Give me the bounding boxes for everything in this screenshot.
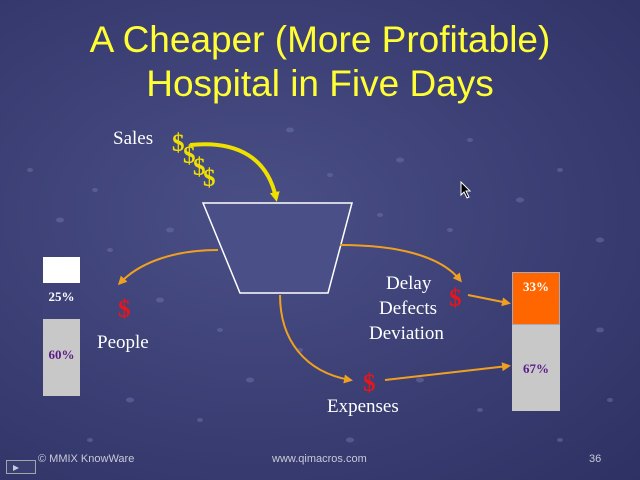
sales-arrow — [189, 142, 280, 202]
defects-label: Defects — [379, 298, 438, 319]
gold-dollar-4: $ — [203, 165, 216, 192]
right-bar-bottom-pct: 67% — [523, 361, 549, 376]
gold-dollar-2: $ — [183, 142, 196, 169]
footer-page-number: 36 — [589, 453, 602, 465]
left-bar-white-segment — [43, 257, 80, 283]
right-bar-top-pct: 33% — [523, 279, 549, 294]
mouse-cursor-icon — [460, 181, 472, 199]
people-label: People — [97, 332, 149, 353]
sales-label: Sales — [113, 128, 154, 149]
footer-copyright: © MMIX KnowWare — [38, 453, 135, 465]
footer-website: www.qimacros.com — [272, 453, 367, 465]
slideshow-menu-icon — [13, 465, 19, 471]
slideshow-control-button[interactable] — [6, 460, 36, 474]
delay-label: Delay — [386, 273, 432, 294]
expenses-label: Expenses — [327, 396, 399, 417]
delay-to-bar-arrow — [467, 294, 511, 307]
right-bar-orange-segment: 33% — [512, 272, 560, 325]
left-bar-grey-segment: 60% — [43, 319, 80, 396]
people-dollar-icon: $ — [118, 296, 131, 323]
expenses-arrow — [279, 294, 353, 384]
funnel-shape — [201, 202, 353, 294]
right-bar-grey-segment: 67% — [512, 325, 560, 411]
title-line-2: Hospital in Five Days — [146, 63, 494, 104]
slide-title: A Cheaper (More Profitable) Hospital in … — [0, 18, 640, 106]
right-stacked-bar: 33% 67% — [512, 272, 560, 411]
left-bar-bottom-pct: 60% — [48, 347, 75, 362]
delay-dollar-icon: $ — [449, 285, 462, 312]
delay-arrow — [339, 244, 462, 283]
expenses-to-bar-arrow — [384, 362, 511, 381]
gold-dollar-1: $ — [172, 130, 185, 157]
expenses-dollar-icon: $ — [363, 370, 376, 397]
left-bar-top-pct: 25% — [48, 289, 75, 304]
gold-dollar-3: $ — [193, 154, 206, 181]
left-bar-blue-segment: 25% — [43, 283, 80, 319]
title-line-1: A Cheaper (More Profitable) — [89, 19, 551, 60]
deviation-label: Deviation — [369, 323, 444, 344]
people-arrow — [117, 249, 219, 286]
left-stacked-bar: 25% 60% — [43, 257, 80, 396]
